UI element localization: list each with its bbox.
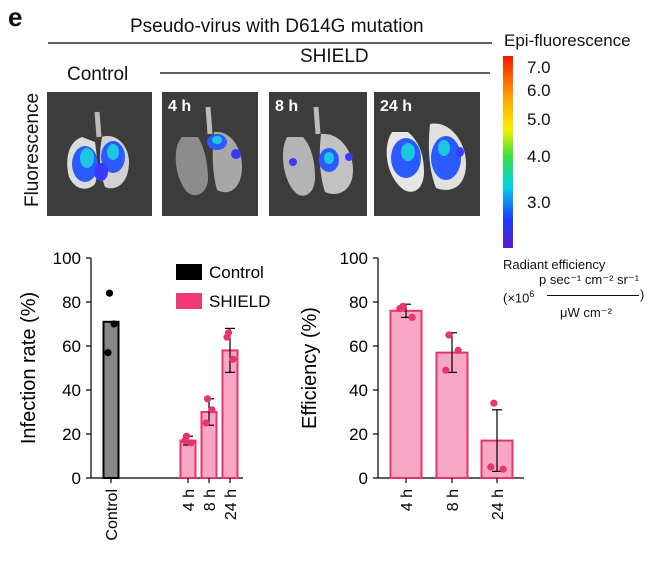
data-point bbox=[408, 313, 416, 321]
data-point bbox=[181, 437, 189, 445]
x-tick-label: 24 h bbox=[490, 489, 507, 520]
lung-24h-image bbox=[374, 92, 480, 216]
lung-8h-image bbox=[269, 92, 367, 216]
image-8h: 8 h bbox=[269, 92, 367, 216]
image-label-8h: 8 h bbox=[275, 98, 299, 115]
colorscale-title: Epi-fluorescence bbox=[504, 31, 631, 50]
image-label-4h: 4 h bbox=[168, 98, 192, 115]
image-label-24h: 24 h bbox=[380, 98, 413, 115]
bar bbox=[389, 309, 423, 479]
data-point bbox=[203, 395, 212, 403]
y-axis-label: Infection rate (%) bbox=[18, 292, 40, 444]
colorscale-tick: 3.0 bbox=[527, 193, 551, 212]
y-tick-label: 100 bbox=[53, 249, 81, 268]
y-tick-label: 20 bbox=[62, 425, 81, 444]
legend-swatch bbox=[176, 293, 202, 309]
x-tick-label: 4 h bbox=[399, 489, 416, 511]
y-tick-label: 80 bbox=[62, 293, 81, 312]
y-tick-label: 0 bbox=[359, 469, 368, 488]
figure-title: Pseudo-virus with D614G mutation bbox=[130, 16, 424, 37]
y-tick-label: 40 bbox=[349, 381, 368, 400]
radiant-close: ) bbox=[640, 287, 645, 302]
x-tick-label: 4 h bbox=[181, 489, 198, 511]
legend-label: SHIELD bbox=[209, 292, 270, 311]
y-axis-label: Efficiency (%) bbox=[299, 307, 321, 429]
data-point bbox=[105, 289, 114, 297]
y-tick-label: 20 bbox=[349, 425, 368, 444]
data-point bbox=[487, 463, 495, 471]
image-4h: 4 h bbox=[162, 92, 258, 216]
lung-control-image bbox=[47, 92, 152, 216]
data-point bbox=[442, 366, 450, 374]
data-point bbox=[223, 333, 231, 341]
colorscale-tick: 4.0 bbox=[527, 147, 551, 166]
legend-swatch bbox=[176, 264, 202, 280]
data-point bbox=[104, 349, 112, 357]
image-24h: 24 h bbox=[374, 92, 480, 216]
colorscale-tick: 6.0 bbox=[527, 81, 551, 100]
data-point bbox=[490, 399, 498, 407]
x-tick-label: Control bbox=[104, 489, 121, 541]
x-tick-label: 8 h bbox=[202, 489, 219, 511]
radiant-fraction: (×106 ) bbox=[503, 287, 644, 306]
x-tick-label: 8 h bbox=[445, 489, 462, 511]
y-tick-label: 40 bbox=[62, 381, 81, 400]
radiant-exp: 6 bbox=[529, 289, 535, 299]
y-tick-label: 80 bbox=[349, 293, 368, 312]
data-point bbox=[208, 406, 216, 414]
colorscale-bar bbox=[503, 56, 513, 248]
data-point bbox=[110, 320, 118, 328]
data-point bbox=[202, 419, 210, 427]
radiant-line1: Radiant efficiency bbox=[503, 257, 606, 272]
control-header: Control bbox=[67, 64, 129, 85]
y-tick-label: 0 bbox=[72, 469, 81, 488]
fraction-line bbox=[547, 295, 639, 296]
colorscale-tick: 5.0 bbox=[527, 110, 551, 129]
radiant-denominator: μW cm⁻² bbox=[560, 305, 612, 320]
shield-header: SHIELD bbox=[300, 46, 369, 67]
bar bbox=[179, 439, 197, 480]
y-tick-label: 60 bbox=[62, 337, 81, 356]
y-tick-label: 100 bbox=[340, 249, 368, 268]
radiant-line2: p sec⁻¹ cm⁻² sr⁻¹ bbox=[539, 272, 640, 287]
data-point bbox=[499, 465, 507, 473]
y-tick-label: 60 bbox=[349, 337, 368, 356]
bar bbox=[435, 351, 469, 480]
image-control bbox=[47, 92, 152, 216]
header-rules bbox=[48, 42, 492, 74]
radiant-prefix: (×10 bbox=[503, 290, 530, 306]
colorscale-tick: 7.0 bbox=[527, 58, 551, 77]
data-point bbox=[396, 305, 404, 313]
lung-4h-image bbox=[162, 92, 258, 216]
data-point bbox=[445, 331, 453, 339]
panel-letter: e bbox=[8, 2, 23, 32]
data-point bbox=[454, 346, 462, 354]
colorscale-gradient bbox=[503, 56, 513, 248]
bar bbox=[102, 320, 120, 479]
data-point bbox=[229, 355, 237, 363]
radiant-unit: Radiant efficiency p sec⁻¹ cm⁻² sr⁻¹ (×1… bbox=[503, 257, 644, 320]
legend-label: Control bbox=[209, 263, 264, 282]
data-point bbox=[187, 439, 195, 447]
x-tick-label: 24 h bbox=[223, 489, 240, 520]
